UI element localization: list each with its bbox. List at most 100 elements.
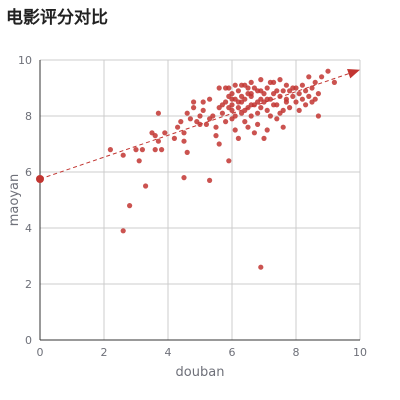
data-point xyxy=(242,119,248,125)
y-tick-label: 10 xyxy=(18,54,32,67)
data-point xyxy=(229,107,235,113)
x-tick-label: 10 xyxy=(353,346,367,359)
data-point xyxy=(293,99,299,105)
data-point xyxy=(245,124,251,130)
data-point xyxy=(251,85,257,91)
data-point xyxy=(267,79,273,85)
data-point xyxy=(120,152,126,158)
data-point xyxy=(280,88,286,94)
data-point xyxy=(283,82,289,88)
data-point xyxy=(178,119,184,125)
x-tick-label: 4 xyxy=(165,346,172,359)
data-point xyxy=(315,91,321,97)
data-point xyxy=(258,88,264,94)
data-point xyxy=(107,147,113,153)
data-point xyxy=(319,74,325,80)
data-point xyxy=(248,113,254,119)
data-point xyxy=(264,85,270,91)
data-point xyxy=(312,79,318,85)
data-point xyxy=(226,93,232,99)
data-point xyxy=(261,135,267,141)
data-point xyxy=(290,93,296,99)
data-point xyxy=(277,77,283,83)
data-point xyxy=(274,116,280,122)
x-tick-label: 8 xyxy=(293,346,300,359)
data-point xyxy=(136,158,142,164)
data-point xyxy=(299,96,305,102)
data-point xyxy=(197,121,203,127)
data-point xyxy=(152,147,158,153)
data-point xyxy=(248,102,254,108)
data-point xyxy=(251,130,257,136)
data-point xyxy=(171,135,177,141)
data-point xyxy=(223,119,229,125)
data-point xyxy=(184,149,190,155)
trendline-start-point xyxy=(36,175,44,183)
y-tick-label: 2 xyxy=(25,278,32,291)
data-point xyxy=(331,79,337,85)
data-point xyxy=(293,85,299,91)
data-point xyxy=(191,105,197,111)
data-point xyxy=(162,130,168,136)
data-point xyxy=(213,124,219,130)
data-point xyxy=(207,177,213,183)
data-point xyxy=(258,105,264,111)
data-point xyxy=(232,113,238,119)
data-point xyxy=(143,183,149,189)
data-point xyxy=(219,102,225,108)
data-point xyxy=(235,105,241,111)
data-point xyxy=(235,135,241,141)
data-point xyxy=(303,102,309,108)
data-point xyxy=(258,77,264,83)
y-axis-label: maoyan xyxy=(7,174,22,226)
data-point xyxy=(245,85,251,91)
data-point xyxy=(181,130,187,136)
data-point xyxy=(325,68,331,74)
data-point xyxy=(200,99,206,105)
data-point xyxy=(296,107,302,113)
x-tick-label: 2 xyxy=(101,346,108,359)
data-point xyxy=(133,147,139,153)
data-point xyxy=(210,113,216,119)
data-point xyxy=(219,110,225,116)
data-point xyxy=(277,110,283,116)
data-points-layer xyxy=(107,68,337,270)
data-point xyxy=(315,113,321,119)
data-point xyxy=(175,124,181,130)
data-point xyxy=(127,203,133,209)
axis-layer: 0 2 4 6 8 10 0 2 4 6 8 10 xyxy=(18,54,367,359)
data-point xyxy=(181,175,187,181)
data-point xyxy=(248,79,254,85)
y-tick-label: 8 xyxy=(25,110,32,123)
data-point xyxy=(203,121,209,127)
data-point xyxy=(277,93,283,99)
chart-title: 电影评分对比 xyxy=(6,8,108,28)
data-point xyxy=(312,96,318,102)
y-tick-label: 6 xyxy=(25,166,32,179)
data-point xyxy=(181,138,187,144)
data-point xyxy=(197,113,203,119)
data-point xyxy=(155,138,161,144)
data-point xyxy=(264,96,270,102)
trendline xyxy=(39,73,349,180)
data-point xyxy=(239,93,245,99)
data-point xyxy=(303,88,309,94)
data-point xyxy=(207,96,213,102)
data-point xyxy=(232,127,238,133)
data-point xyxy=(155,110,161,116)
data-point xyxy=(255,99,261,105)
data-point xyxy=(235,88,241,94)
data-point xyxy=(267,113,273,119)
data-point xyxy=(187,116,193,122)
x-axis-label: douban xyxy=(176,365,225,380)
data-point xyxy=(226,158,232,164)
data-point xyxy=(159,147,165,153)
data-point xyxy=(191,99,197,105)
data-point xyxy=(255,121,261,127)
trendline-layer xyxy=(36,68,360,183)
data-point xyxy=(280,124,286,130)
data-point xyxy=(216,141,222,147)
data-point xyxy=(213,133,219,139)
data-point xyxy=(309,85,315,91)
